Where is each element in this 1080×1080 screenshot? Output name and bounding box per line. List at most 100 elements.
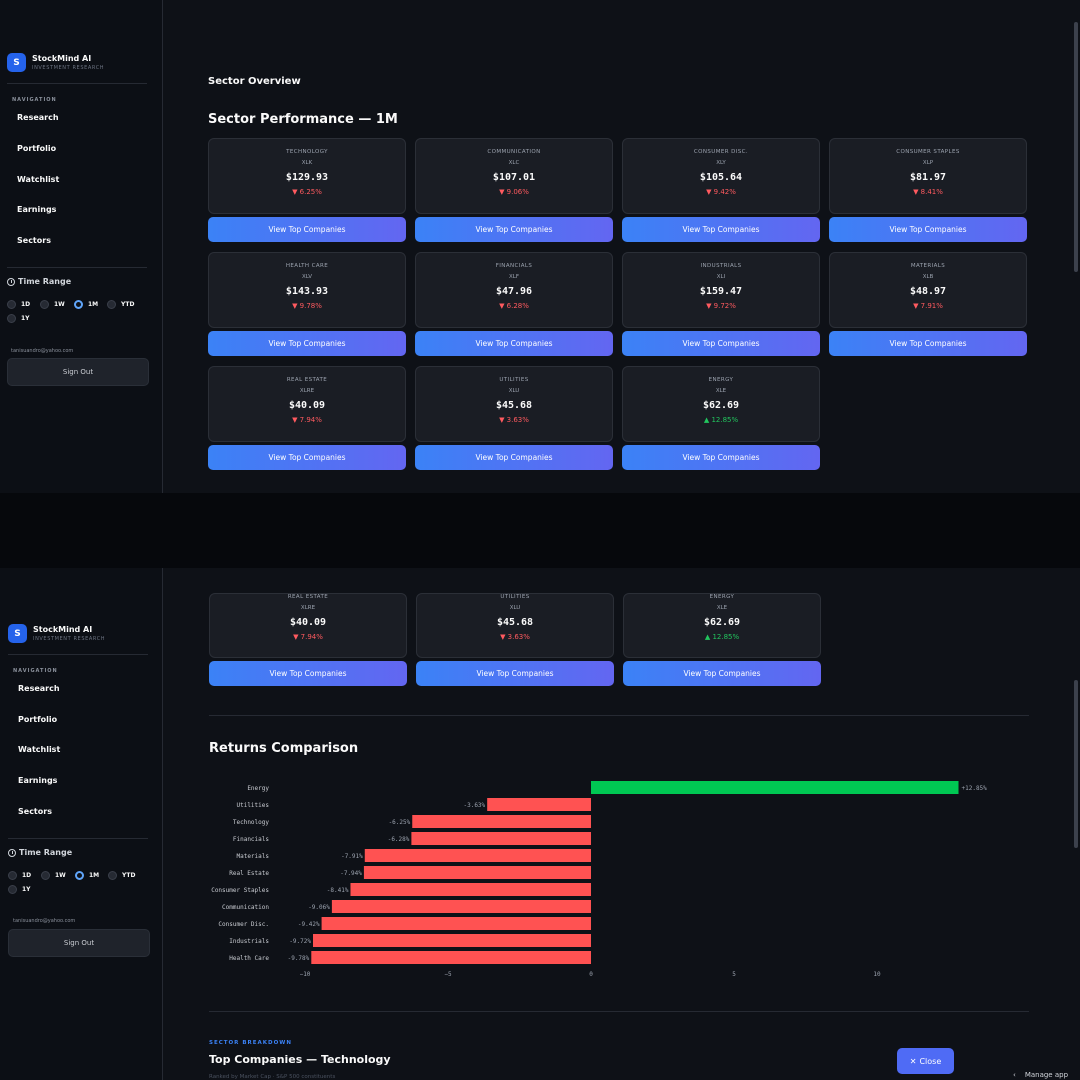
sign-out-button[interactable]: Sign Out [7, 358, 149, 386]
nav-item-sectors[interactable]: Sectors [18, 807, 52, 816]
scrollbar-thumb[interactable] [1074, 22, 1078, 272]
radio-1m[interactable]: 1M [75, 871, 99, 880]
bar [363, 866, 591, 879]
manage-app-label: Manage app [1024, 1071, 1069, 1079]
bar [591, 781, 959, 794]
radio-ytd[interactable]: YTD [107, 300, 134, 309]
nav-item-sectors[interactable]: Sectors [17, 236, 51, 245]
sector-price: $40.09 [289, 617, 327, 628]
sector-ticker: XLRE [300, 605, 316, 611]
category-label: Materials [236, 853, 269, 860]
sector-card: REAL ESTATE XLRE $40.09 ▼ 7.94% [209, 593, 407, 658]
scrollbar[interactable] [1073, 0, 1080, 493]
nav-item-portfolio[interactable]: Portfolio [17, 144, 57, 153]
view-top-companies-button[interactable]: View Top Companies [829, 331, 1027, 356]
radio-dot [8, 885, 17, 894]
app-tagline: INVESTMENT RESEARCH [32, 65, 105, 71]
radio-label: YTD [122, 872, 136, 879]
sector-name: CONSUMER DISC. [693, 149, 749, 155]
bar [331, 900, 591, 913]
view-top-companies-button[interactable]: View Top Companies [208, 331, 406, 356]
scrollbar[interactable] [1073, 568, 1080, 1080]
view-top-companies-button[interactable]: View Top Companies [415, 331, 613, 356]
user-email: tanisuandro@yahoo.com [11, 348, 74, 354]
scrollbar-thumb[interactable] [1074, 680, 1078, 848]
radio-1d[interactable]: 1D [7, 300, 30, 309]
view-top-companies-button[interactable]: View Top Companies [622, 445, 820, 470]
view-top-companies-button[interactable]: View Top Companies [416, 661, 614, 686]
radio-dot [108, 871, 117, 880]
sector-name: REAL ESTATE [286, 377, 328, 383]
sector-price: $107.01 [492, 172, 536, 183]
sign-out-button[interactable]: Sign Out [8, 929, 150, 957]
view-top-companies-button[interactable]: View Top Companies [623, 661, 821, 686]
x-tick-label: 0 [589, 971, 593, 978]
radio-label: 1D [22, 872, 32, 879]
sector-card: UTILITIES XLU $45.68 ▼ 3.63% [415, 366, 613, 442]
time-range-title: Time Range [8, 848, 72, 857]
close-button[interactable]: ✕ Close [897, 1048, 954, 1074]
sector-price: $45.68 [495, 400, 533, 411]
radio-1m[interactable]: 1M [74, 300, 98, 309]
view-top-companies-button[interactable]: View Top Companies [829, 217, 1027, 242]
sector-change: ▼ 9.78% [292, 302, 322, 310]
sector-ticker: XLU [509, 605, 521, 611]
sector-price: $48.97 [909, 286, 947, 297]
sector-ticker: XLF [509, 274, 519, 280]
category-label: Financials [233, 836, 270, 843]
sector-card: ENERGY XLE $62.69 ▲ 12.85% [623, 593, 821, 658]
view-top-companies-button[interactable]: View Top Companies [415, 217, 613, 242]
category-label: Consumer Disc. [218, 921, 269, 928]
sector-ticker: XLE [715, 388, 727, 394]
nav-item-watchlist[interactable]: Watchlist [18, 745, 61, 754]
radio-1w[interactable]: 1W [41, 871, 66, 880]
radio-dot-selected [75, 871, 84, 880]
nav-item-portfolio[interactable]: Portfolio [18, 715, 58, 724]
view-top-companies-button[interactable]: View Top Companies [208, 217, 406, 242]
radio-1d[interactable]: 1D [8, 871, 31, 880]
breakdown-title: Top Companies — Technology [209, 1053, 391, 1066]
radio-label: 1W [55, 872, 66, 879]
category-label: Utilities [236, 802, 269, 809]
clock-icon [8, 848, 16, 857]
sector-change: ▲ 12.85% [703, 416, 739, 424]
radio-1w[interactable]: 1W [40, 300, 65, 309]
sector-change: ▼ 7.94% [292, 416, 322, 424]
radio-dot [8, 871, 17, 880]
bar [487, 798, 591, 811]
nav-item-research[interactable]: Research [18, 684, 60, 693]
view-top-companies-button[interactable]: View Top Companies [209, 661, 407, 686]
manage-app-button[interactable]: ‹ Manage app [1013, 1071, 1068, 1079]
radio-dot-selected [74, 300, 83, 309]
sector-ticker: XLE [716, 605, 728, 611]
radio-1y[interactable]: 1Y [7, 314, 30, 323]
x-tick-label: −10 [300, 971, 311, 978]
nav-item-earnings[interactable]: Earnings [18, 776, 58, 785]
nav-item-watchlist[interactable]: Watchlist [17, 175, 60, 184]
radio-label: 1M [89, 872, 100, 879]
view-top-companies-button[interactable]: View Top Companies [208, 445, 406, 470]
sector-change: ▼ 7.91% [913, 302, 943, 310]
sector-price: $81.97 [909, 172, 947, 183]
divider [7, 83, 147, 84]
radio-ytd[interactable]: YTD [108, 871, 135, 880]
sector-ticker: XLU [508, 388, 520, 394]
radio-1y[interactable]: 1Y [8, 885, 31, 894]
sidebar: S StockMind AI INVESTMENT RESEARCH NAVIG… [0, 0, 163, 493]
breakdown-label: SECTOR BREAKDOWN [209, 1040, 292, 1046]
returns-title: Returns Comparison [209, 741, 359, 756]
nav-item-earnings[interactable]: Earnings [17, 205, 57, 214]
view-top-companies-button[interactable]: View Top Companies [415, 445, 613, 470]
radio-label: 1W [54, 301, 65, 308]
nav-item-research[interactable]: Research [17, 113, 59, 122]
sector-name: CONSUMER STAPLES [896, 149, 960, 155]
sector-price: $45.68 [496, 617, 534, 628]
time-range-title: Time Range [7, 277, 71, 286]
sector-change: ▼ 8.41% [913, 188, 943, 196]
sector-price: $159.47 [699, 286, 743, 297]
view-top-companies-button[interactable]: View Top Companies [622, 331, 820, 356]
sector-name: COMMUNICATION [487, 149, 541, 155]
sector-name: UTILITIES [500, 594, 530, 600]
view-top-companies-button[interactable]: View Top Companies [622, 217, 820, 242]
bar [350, 883, 591, 896]
